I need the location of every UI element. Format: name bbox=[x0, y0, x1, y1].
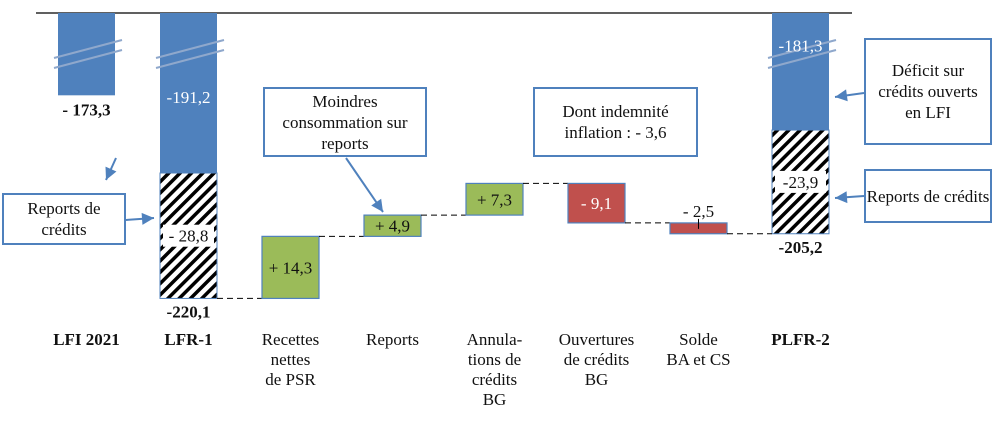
category-label: Solde BA et CS bbox=[649, 330, 749, 370]
axis-break-mark bbox=[767, 49, 837, 69]
axis-break-mark bbox=[53, 39, 123, 59]
category-label: Ouvertures de crédits BG bbox=[547, 330, 647, 390]
deficit-value-label: -181,3 bbox=[779, 37, 823, 56]
category-label-line: BG bbox=[482, 390, 507, 409]
callout-reports-left: Reports de crédits bbox=[2, 193, 126, 245]
step-value-label: + 14,3 bbox=[269, 258, 313, 277]
axis-break-mark bbox=[155, 39, 225, 59]
category-label-line: Reports bbox=[366, 330, 419, 349]
arrow-head-icon bbox=[141, 212, 154, 225]
callout-text: Moindres consommation sur reports bbox=[282, 91, 408, 153]
category-label: Reports bbox=[343, 330, 443, 350]
category-label-line: Recettes bbox=[261, 330, 320, 349]
arrow-head-icon bbox=[835, 191, 848, 204]
step-value-label: + 4,9 bbox=[375, 217, 410, 236]
arrow-head-icon bbox=[835, 89, 848, 102]
category-label: Recettes nettes de PSR bbox=[241, 330, 341, 390]
axis-break-mark bbox=[53, 49, 123, 69]
category-label-line: nettes bbox=[270, 350, 311, 369]
increase-bar bbox=[363, 214, 422, 237]
category-label: Annula-tions de crédits BG bbox=[445, 330, 545, 410]
increase-bar bbox=[261, 235, 320, 300]
deficit-segment bbox=[160, 13, 217, 173]
callout-indemnite-inflation: Dont indemnité inflation : - 3,6 bbox=[533, 87, 698, 157]
category-label-line: crédits bbox=[471, 370, 518, 389]
reports-value-label: - 28,8 bbox=[169, 227, 209, 246]
step-value-label: + 7,3 bbox=[477, 190, 512, 209]
callout-reports-right: Reports de crédits bbox=[864, 169, 992, 223]
category-label-line: BA et CS bbox=[666, 350, 731, 369]
category-label-line: BG bbox=[584, 370, 609, 389]
callout-text: Reports de crédits bbox=[866, 186, 990, 206]
total-value-label: -220,1 bbox=[167, 302, 211, 321]
callout-text: Dont indemnité inflation : - 3,6 bbox=[562, 102, 669, 142]
step-value-label: - 2,5 bbox=[683, 202, 714, 221]
callout-text: Déficit sur crédits ouverts en LFI bbox=[878, 61, 978, 122]
increase-bar bbox=[465, 182, 524, 216]
deficit-segment bbox=[772, 13, 829, 131]
category-label-line: tions de bbox=[467, 350, 522, 369]
reports-label-bg bbox=[163, 224, 214, 247]
category-label: PLFR-2 bbox=[751, 330, 851, 350]
axis-break-mark bbox=[767, 39, 837, 59]
category-label-line: Ouvertures bbox=[558, 330, 635, 349]
decrease-bar bbox=[567, 182, 626, 224]
axis-break-mark bbox=[155, 49, 225, 69]
category-label-line: PLFR-2 bbox=[771, 330, 830, 349]
step-value-label: - 9,1 bbox=[581, 194, 612, 213]
deficit-value-label: -191,2 bbox=[167, 88, 211, 107]
total-value-label: - 173,3 bbox=[62, 100, 110, 119]
arrow-head-icon bbox=[371, 198, 383, 212]
callout-text: Reports de crédits bbox=[27, 199, 101, 239]
callout-deficit: Déficit sur crédits ouverts en LFI bbox=[864, 38, 992, 145]
category-label-line: de PSR bbox=[265, 370, 316, 389]
category-label-line: LFR-1 bbox=[164, 330, 213, 349]
arrow-head-icon bbox=[105, 166, 117, 180]
category-label: LFR-1 bbox=[139, 330, 239, 350]
category-label-line: de crédits bbox=[563, 350, 630, 369]
reports-value-label: -23,9 bbox=[783, 173, 818, 192]
callout-moindres-consommation: Moindres consommation sur reports bbox=[263, 87, 427, 157]
category-label-line: Solde bbox=[679, 330, 718, 349]
category-label: LFI 2021 bbox=[37, 330, 137, 350]
total-value-label: -205,2 bbox=[779, 238, 823, 257]
category-label-line: LFI 2021 bbox=[53, 330, 120, 349]
category-label-line: Annula- bbox=[466, 330, 523, 349]
reports-label-bg bbox=[775, 170, 826, 193]
